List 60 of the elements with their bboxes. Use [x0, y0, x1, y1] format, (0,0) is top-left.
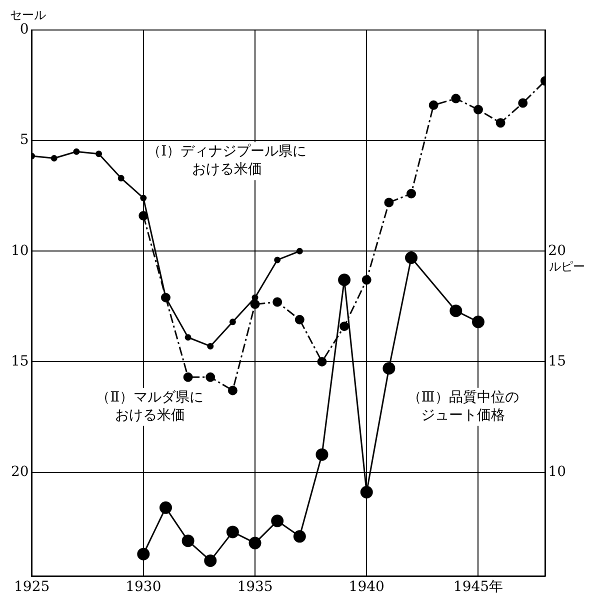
- point: [271, 514, 284, 528]
- point: [293, 530, 306, 543]
- point: [206, 372, 216, 382]
- point: [159, 501, 172, 514]
- annotation: （Ⅱ）マルダ県における米価: [96, 390, 204, 424]
- point: [316, 448, 328, 461]
- point: [207, 342, 214, 350]
- y-tick-label: 20: [10, 464, 29, 480]
- x-tick-label: 1940: [348, 579, 384, 596]
- point: [405, 252, 418, 264]
- point: [183, 372, 193, 382]
- point: [338, 274, 351, 286]
- y2-axis-title: ルピー: [549, 259, 586, 274]
- point: [204, 554, 217, 567]
- point: [184, 334, 192, 341]
- point: [182, 534, 194, 548]
- y-tick-label: 5: [20, 132, 29, 148]
- point: [274, 256, 281, 264]
- point: [473, 104, 483, 114]
- point: [340, 322, 350, 332]
- point: [406, 188, 416, 198]
- y-tick-label: 0: [20, 22, 29, 38]
- annotation: （Ⅲ）品質中位のジュート価格: [407, 390, 519, 424]
- point: [450, 304, 462, 318]
- point: [229, 318, 236, 326]
- annotation: （Ⅰ）ディナジプール県における米価: [147, 144, 307, 178]
- point: [362, 275, 372, 285]
- point: [73, 148, 80, 155]
- point: [118, 174, 124, 182]
- point: [317, 356, 327, 366]
- point: [428, 100, 438, 110]
- point: [451, 94, 461, 104]
- y-tick-label: 10: [10, 242, 29, 259]
- point: [248, 536, 262, 550]
- x-tick-label: 1930: [126, 579, 162, 596]
- y2-tick-label: 15: [548, 353, 566, 370]
- point: [384, 198, 394, 208]
- y-tick-label: 15: [10, 353, 29, 370]
- point: [250, 299, 260, 309]
- point: [360, 486, 373, 498]
- y-axis-title: セール: [10, 8, 46, 22]
- x-tick-label: 1945年: [453, 579, 504, 596]
- point: [296, 248, 303, 254]
- point: [137, 548, 150, 560]
- point: [252, 294, 258, 301]
- y2-tick-label: 10: [548, 464, 566, 480]
- x-tick-label: 1925: [14, 579, 50, 596]
- point: [50, 155, 58, 162]
- point: [96, 150, 102, 158]
- point: [472, 316, 484, 328]
- point: [140, 194, 147, 202]
- point: [382, 362, 396, 375]
- point: [228, 386, 238, 396]
- point: [272, 297, 282, 307]
- point: [294, 314, 304, 324]
- point: [496, 118, 506, 128]
- point: [518, 98, 528, 108]
- x-tick-label: 1935: [237, 579, 273, 596]
- point: [226, 526, 239, 538]
- y2-tick-label: 20: [548, 242, 566, 259]
